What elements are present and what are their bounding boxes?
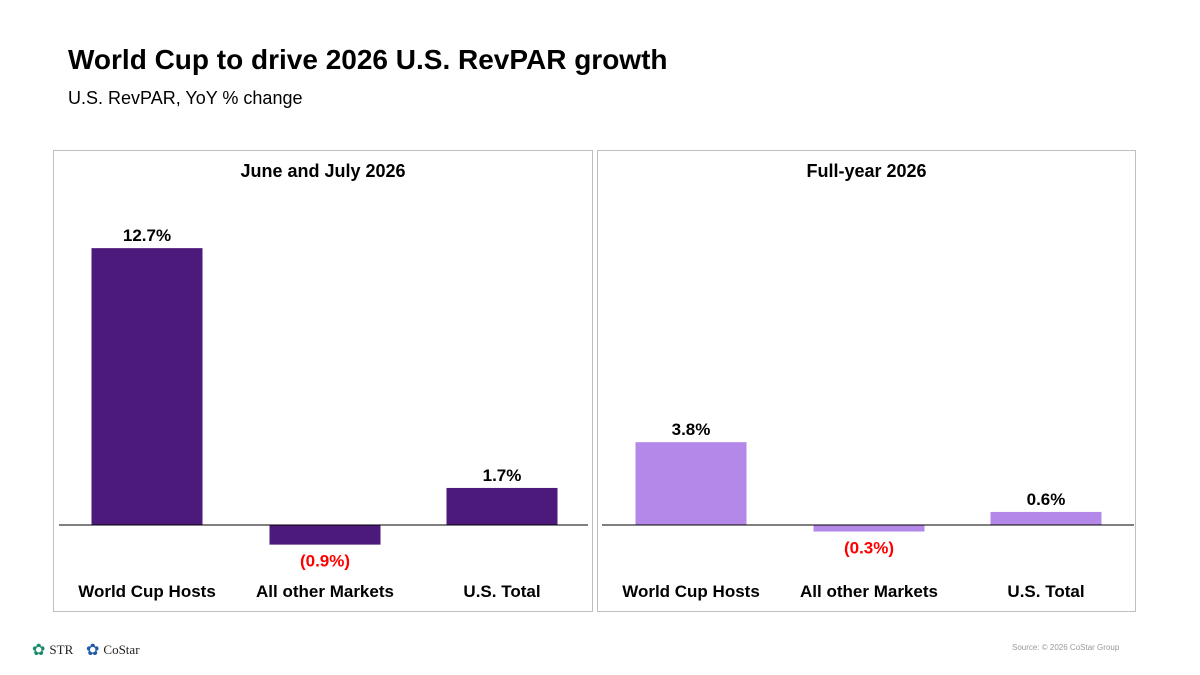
str-logo-text: STR	[49, 642, 74, 657]
bar	[813, 525, 925, 532]
bar	[635, 442, 747, 525]
category-label: U.S. Total	[463, 582, 540, 601]
panel-full-year	[597, 150, 1136, 612]
bar	[269, 525, 381, 545]
source-note: Source: © 2026 CoStar Group	[1012, 643, 1120, 652]
data-label: (0.3%)	[844, 539, 894, 558]
category-label: All other Markets	[800, 582, 938, 601]
page-title: World Cup to drive 2026 U.S. RevPAR grow…	[68, 44, 668, 75]
panel-june-july	[53, 150, 593, 612]
category-label: All other Markets	[256, 582, 394, 601]
str-logo: ✿ STR	[32, 640, 73, 660]
data-label: 12.7%	[123, 226, 171, 245]
costar-logo-text: CoStar	[103, 642, 140, 657]
category-label: U.S. Total	[1007, 582, 1084, 601]
data-label: 1.7%	[483, 466, 522, 485]
data-label: 3.8%	[672, 420, 711, 439]
costar-logo-icon: ✿	[86, 642, 100, 659]
bar	[91, 248, 203, 525]
chart-title-june-july: June and July 2026	[240, 161, 406, 181]
page-subtitle: U.S. RevPAR, YoY % change	[68, 88, 303, 108]
category-label: World Cup Hosts	[78, 582, 216, 601]
category-label: World Cup Hosts	[622, 582, 760, 601]
bar	[446, 487, 558, 525]
bar	[990, 511, 1102, 525]
str-logo-icon: ✿	[32, 642, 46, 659]
data-label: (0.9%)	[300, 552, 350, 571]
data-label: 0.6%	[1027, 490, 1066, 509]
chart-title-full-year: Full-year 2026	[806, 161, 927, 181]
costar-logo: ✿ CoStar	[86, 640, 140, 660]
